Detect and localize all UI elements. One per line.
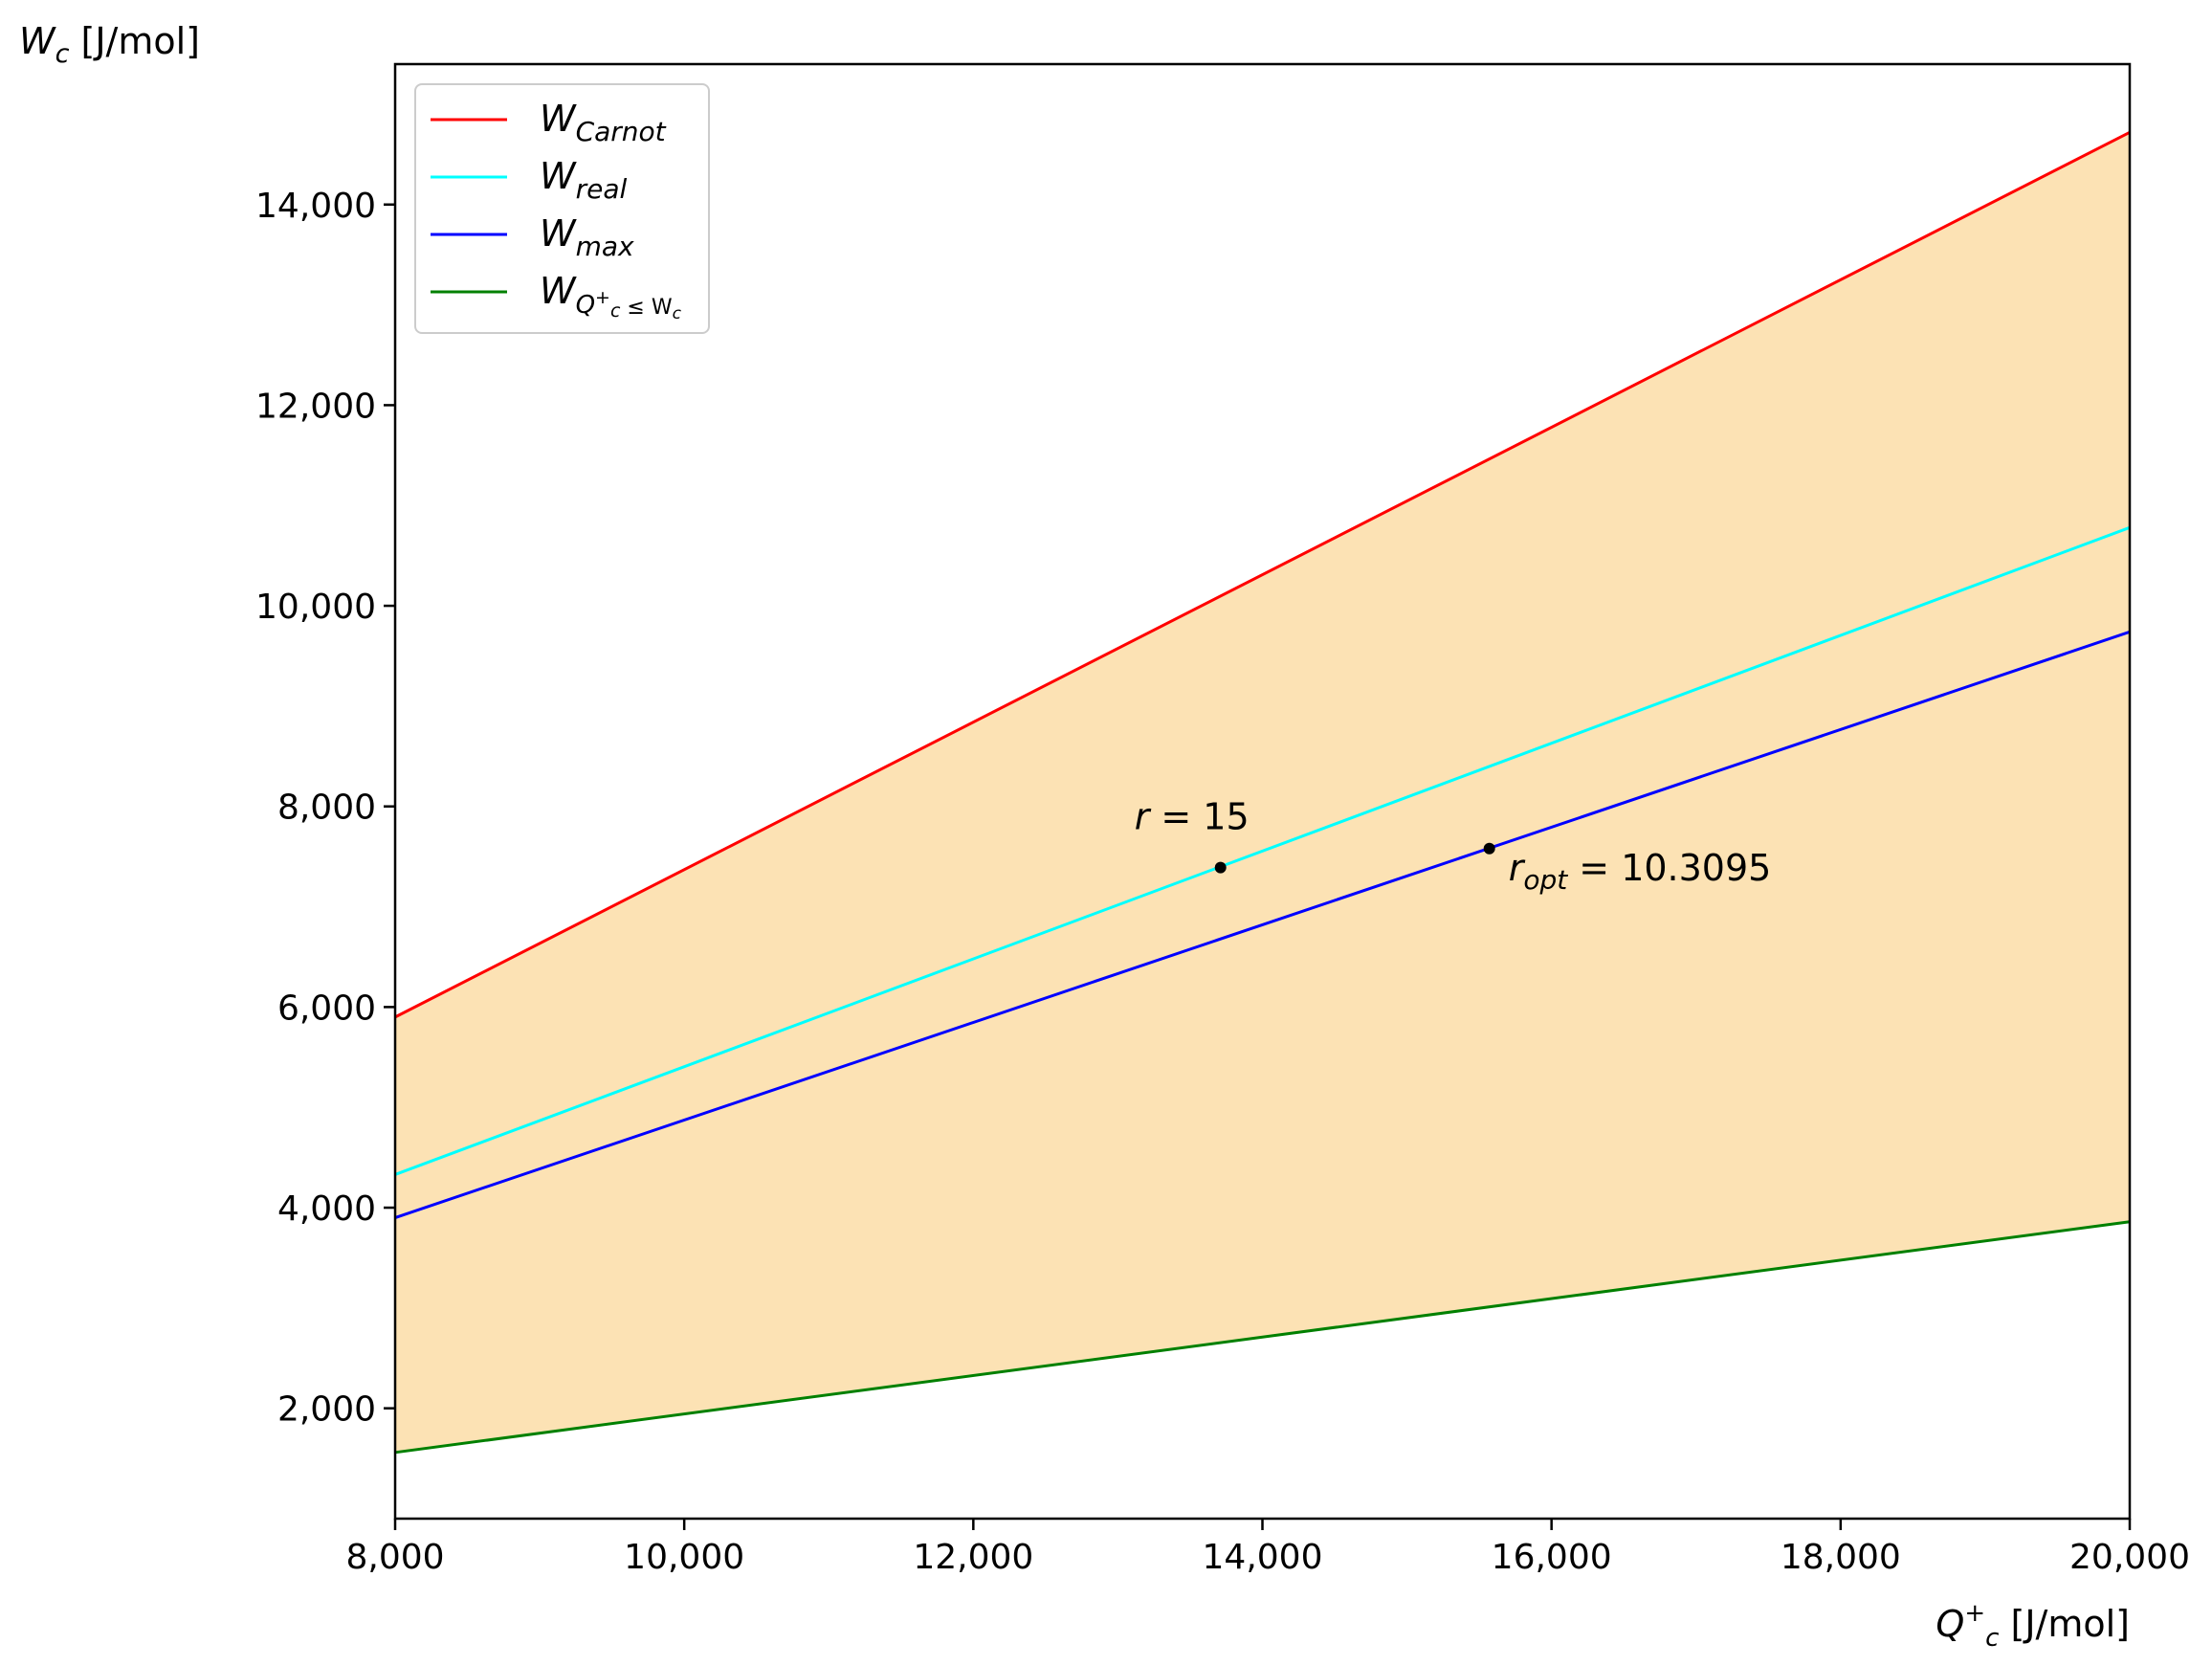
x-tick-label: 14,000 bbox=[1203, 1538, 1323, 1577]
fill-region-layer bbox=[395, 132, 2130, 1453]
axis-labels: Wc [J/mol] Q+c [J/mol] bbox=[19, 20, 2130, 1653]
x-axis-ticks: 8,000 10,000 12,000 14,000 16,000 18,000 20,00… bbox=[345, 1519, 2190, 1577]
legend: WCarnot Wreal Wmax WQ+c ≤ Wc bbox=[414, 83, 710, 334]
y-tick-label: 6,000 bbox=[277, 988, 376, 1028]
x-tick-label: 18,000 bbox=[1781, 1538, 1901, 1577]
series-line-W_max bbox=[394, 630, 2131, 1219]
legend-box bbox=[414, 83, 710, 334]
x-tick-label: 8,000 bbox=[345, 1538, 444, 1577]
fill-between-region bbox=[395, 132, 2130, 1453]
y-tick-label: 2,000 bbox=[277, 1390, 376, 1430]
x-tick-label: 12,000 bbox=[913, 1538, 1033, 1577]
y-axis-label: Wc [J/mol] bbox=[19, 20, 200, 69]
x-axis-label: Q+c [J/mol] bbox=[1936, 1599, 2130, 1653]
series-line-W_Qc_le_Wc bbox=[394, 1220, 2131, 1455]
series-line-W_real bbox=[394, 525, 2131, 1176]
annotation-label-1: ropt = 10.3095 bbox=[1509, 847, 1772, 896]
annotation-label-0: r = 15 bbox=[1135, 796, 1250, 838]
x-tick-label: 16,000 bbox=[1492, 1538, 1612, 1577]
annotation-points-layer: r = 15 ropt = 10.3095 bbox=[1135, 796, 1772, 896]
x-tick-label: 10,000 bbox=[624, 1538, 744, 1577]
legend-entry-W_real: Wreal bbox=[540, 155, 627, 205]
y-axis-ticks: 2,000 4,000 6,000 8,000 10,000 12,000 14,000 bbox=[255, 187, 395, 1430]
y-tick-label: 10,000 bbox=[255, 588, 376, 627]
x-tick-label: 20,000 bbox=[2069, 1538, 2190, 1577]
annotation-point-0 bbox=[1214, 861, 1227, 874]
annotation-point-1 bbox=[1483, 842, 1495, 855]
legend-entry-W_Carnot: WCarnot bbox=[540, 98, 667, 147]
legend-entry-W_max: Wmax bbox=[540, 212, 634, 262]
y-tick-label: 12,000 bbox=[255, 387, 376, 426]
series-lines-layer bbox=[394, 130, 2131, 1455]
y-tick-label: 8,000 bbox=[277, 789, 376, 828]
series-line-W_Carnot bbox=[394, 130, 2131, 1019]
y-tick-label: 4,000 bbox=[277, 1189, 376, 1229]
y-tick-label: 14,000 bbox=[255, 187, 376, 226]
legend-entry-W_Qc_le_Wc: WQ+c ≤ Wc bbox=[540, 270, 682, 323]
